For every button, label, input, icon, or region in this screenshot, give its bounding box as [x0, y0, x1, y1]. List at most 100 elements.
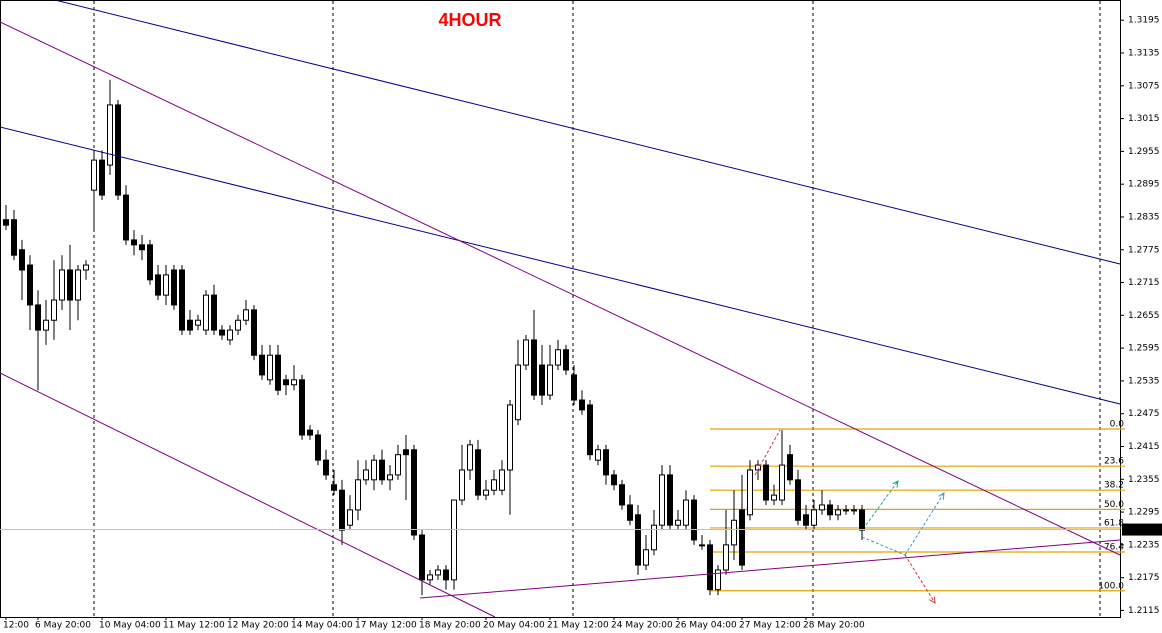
x-tick-label: 12:00 — [3, 621, 29, 631]
trendline — [0, 372, 496, 618]
y-tick-label: 1.3015 — [1128, 114, 1160, 124]
candle-body — [227, 329, 233, 341]
candle-body — [659, 474, 665, 526]
candle-body — [787, 454, 793, 481]
y-tick-label: 1.2475 — [1128, 409, 1160, 419]
candle-body — [595, 449, 601, 461]
candle-body — [747, 469, 753, 516]
y-tick-label: 1.2115 — [1128, 606, 1160, 616]
candle-body — [83, 264, 89, 271]
candle-body — [779, 464, 785, 501]
candle-body — [483, 489, 489, 496]
fib-label: 76.4 — [1104, 542, 1124, 552]
candle-body — [259, 354, 265, 376]
candle-body — [843, 509, 849, 512]
candle-body — [19, 249, 25, 271]
candle-body — [795, 479, 801, 521]
candle-body — [675, 519, 681, 526]
candle-body — [195, 319, 201, 326]
candle-body — [571, 374, 577, 401]
candle-body — [459, 469, 465, 501]
arrow — [754, 429, 781, 476]
candle-body — [331, 484, 337, 491]
candle-body — [59, 269, 65, 301]
candle-body — [579, 399, 585, 411]
x-tick-label: 20 May 04:00 — [483, 621, 545, 631]
chart-title: 4HOUR — [438, 10, 501, 30]
x-tick-label: 12 May 20:00 — [227, 621, 289, 631]
candle-body — [283, 379, 289, 386]
candle-body — [667, 474, 673, 526]
candle-body — [51, 299, 57, 321]
candle-body — [619, 484, 625, 506]
candle-body — [323, 459, 329, 476]
candle-body — [211, 294, 217, 331]
candle-body — [523, 339, 529, 366]
separators — [93, 1, 1101, 617]
trendline — [0, 21, 1121, 556]
y-tick-label: 1.3135 — [1128, 49, 1160, 59]
x-tick-label: 11 May 12:00 — [163, 621, 225, 631]
candle-body — [691, 499, 697, 541]
candle-body — [251, 309, 257, 356]
candle-body — [75, 269, 81, 301]
candle-body — [291, 379, 297, 386]
candle-body — [267, 354, 273, 381]
candle-body — [115, 104, 121, 196]
candle-body — [731, 519, 737, 546]
candle-body — [803, 514, 809, 526]
y-tick-label: 1.3195 — [1128, 16, 1160, 26]
arrow — [904, 493, 944, 556]
candle-body — [491, 479, 497, 491]
candle-body — [771, 494, 777, 501]
candle-body — [139, 244, 145, 251]
candle-body — [827, 504, 833, 516]
candle-body — [699, 544, 705, 547]
candle-body — [403, 449, 409, 456]
candle-body — [435, 569, 441, 576]
candle-body — [307, 429, 313, 436]
plot-frame — [0, 0, 1121, 618]
candle-body — [355, 479, 361, 511]
candle-body — [35, 304, 41, 331]
candle-body — [851, 509, 857, 512]
fib-label: 50.0 — [1104, 500, 1124, 510]
candle-body — [11, 219, 17, 256]
arrow — [904, 554, 935, 603]
trendline — [0, 126, 1121, 405]
candle-body — [739, 509, 745, 566]
candles — [3, 79, 865, 596]
candle-body — [99, 159, 105, 196]
candle-body — [603, 449, 609, 476]
candle-body — [411, 449, 417, 536]
candle-body — [547, 364, 553, 396]
x-tick-label: 18 May 20:00 — [419, 621, 481, 631]
candle-body — [555, 349, 561, 366]
x-tick-label: 14 May 04:00 — [291, 621, 353, 631]
y-tick-label: 1.2235 — [1128, 540, 1160, 550]
x-tick-label: 26 May 04:00 — [675, 621, 737, 631]
candle-body — [467, 444, 473, 471]
trendline — [419, 539, 1121, 599]
candle-body — [499, 469, 505, 491]
last-price-label: 1.2263 — [1126, 525, 1158, 535]
candle-body — [43, 319, 49, 331]
candle-body — [299, 379, 305, 436]
x-tick-label: 28 May 20:00 — [803, 621, 865, 631]
candle-body — [507, 404, 513, 471]
fib-label: 61.8 — [1104, 518, 1124, 528]
candle-body — [531, 339, 537, 396]
price-axis: 1.3195 1.3135 1.3075 1.3015 1.2955 1.2895 1.28… — [0, 16, 1162, 631]
candle-body — [587, 404, 593, 456]
candle-body — [707, 544, 713, 591]
candle-body — [611, 474, 617, 486]
candle-body — [203, 294, 209, 331]
candle-body — [635, 514, 641, 566]
y-tick-label: 1.2175 — [1128, 573, 1160, 583]
candle-body — [131, 239, 137, 246]
candle-body — [763, 464, 769, 501]
candle-body — [443, 569, 449, 581]
candle-body — [147, 244, 153, 281]
candle-body — [643, 549, 649, 566]
